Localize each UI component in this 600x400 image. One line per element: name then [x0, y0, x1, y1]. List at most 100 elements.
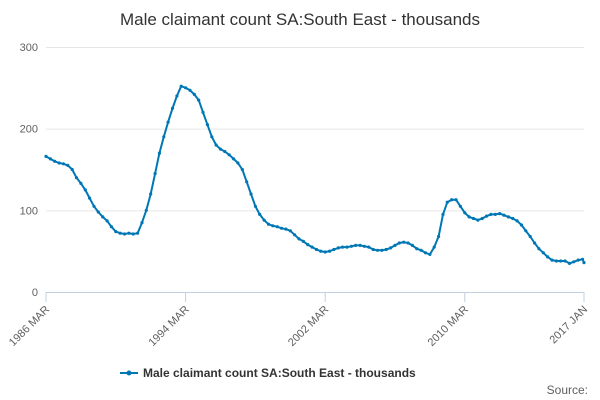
- data-point[interactable]: [288, 229, 292, 233]
- data-point[interactable]: [567, 261, 572, 265]
- data-point[interactable]: [70, 167, 74, 172]
- data-point[interactable]: [136, 231, 140, 235]
- data-point[interactable]: [563, 259, 567, 263]
- data-point[interactable]: [410, 243, 414, 247]
- data-point[interactable]: [131, 232, 135, 236]
- data-point[interactable]: [371, 247, 375, 252]
- data-point[interactable]: [175, 94, 179, 98]
- data-point[interactable]: [275, 225, 279, 229]
- data-point[interactable]: [480, 216, 484, 221]
- data-point[interactable]: [389, 246, 393, 250]
- data-point[interactable]: [463, 211, 467, 215]
- data-point[interactable]: [284, 227, 288, 231]
- data-point[interactable]: [101, 215, 105, 219]
- series-line[interactable]: [45, 85, 585, 265]
- data-point[interactable]: [323, 250, 327, 254]
- data-point[interactable]: [341, 245, 345, 249]
- data-point[interactable]: [349, 244, 353, 248]
- data-point[interactable]: [88, 196, 92, 200]
- data-point[interactable]: [319, 249, 323, 253]
- data-point[interactable]: [74, 176, 79, 180]
- data-point[interactable]: [498, 212, 502, 216]
- data-point[interactable]: [437, 234, 441, 239]
- data-point[interactable]: [258, 212, 262, 216]
- data-point[interactable]: [310, 245, 314, 249]
- data-point[interactable]: [218, 147, 223, 151]
- data-point[interactable]: [493, 212, 497, 216]
- data-point[interactable]: [580, 257, 585, 261]
- data-point[interactable]: [537, 247, 541, 251]
- data-point[interactable]: [327, 249, 332, 253]
- data-point[interactable]: [280, 226, 284, 230]
- data-point[interactable]: [210, 135, 214, 139]
- data-point[interactable]: [402, 240, 406, 244]
- data-point[interactable]: [114, 230, 118, 234]
- legend[interactable]: Male claimant count SA:South East - thou…: [120, 366, 416, 380]
- data-point[interactable]: [314, 247, 319, 252]
- data-point[interactable]: [192, 92, 196, 96]
- data-point[interactable]: [375, 248, 380, 252]
- data-point[interactable]: [253, 204, 257, 208]
- data-point[interactable]: [524, 229, 528, 233]
- data-point[interactable]: [301, 239, 305, 243]
- data-point[interactable]: [467, 215, 471, 219]
- data-point[interactable]: [397, 241, 401, 245]
- data-point[interactable]: [423, 251, 428, 255]
- data-point[interactable]: [582, 261, 586, 265]
- data-point[interactable]: [184, 86, 188, 90]
- data-point[interactable]: [297, 237, 301, 241]
- data-point[interactable]: [485, 214, 489, 218]
- data-point[interactable]: [240, 167, 244, 172]
- data-point[interactable]: [489, 212, 493, 216]
- data-point[interactable]: [415, 247, 419, 251]
- data-point[interactable]: [572, 260, 576, 264]
- data-point[interactable]: [546, 255, 550, 259]
- data-point[interactable]: [166, 120, 170, 124]
- data-point[interactable]: [144, 208, 148, 212]
- data-point[interactable]: [458, 204, 462, 208]
- data-point[interactable]: [201, 110, 205, 114]
- data-point[interactable]: [105, 219, 109, 223]
- data-point[interactable]: [367, 245, 371, 249]
- data-point[interactable]: [332, 247, 336, 252]
- data-point[interactable]: [66, 163, 70, 167]
- data-point[interactable]: [179, 84, 183, 88]
- data-point[interactable]: [393, 243, 397, 247]
- data-point[interactable]: [445, 200, 449, 204]
- data-point[interactable]: [533, 241, 537, 245]
- data-point[interactable]: [266, 222, 271, 226]
- data-point[interactable]: [476, 218, 480, 222]
- data-point[interactable]: [511, 216, 515, 221]
- data-point[interactable]: [419, 248, 423, 252]
- data-point[interactable]: [53, 159, 57, 163]
- data-point[interactable]: [528, 234, 532, 239]
- data-point[interactable]: [118, 231, 122, 235]
- data-point[interactable]: [406, 241, 410, 245]
- source-credit[interactable]: Source:: [547, 383, 588, 397]
- data-point[interactable]: [162, 135, 166, 139]
- data-point[interactable]: [428, 252, 432, 256]
- data-point[interactable]: [354, 243, 358, 247]
- data-point[interactable]: [83, 188, 87, 192]
- data-point[interactable]: [153, 172, 157, 176]
- data-point[interactable]: [157, 151, 161, 155]
- data-point[interactable]: [223, 149, 227, 154]
- data-point[interactable]: [149, 192, 153, 196]
- data-point[interactable]: [205, 123, 209, 127]
- data-point[interactable]: [109, 225, 113, 229]
- data-point[interactable]: [245, 180, 249, 184]
- data-point[interactable]: [271, 224, 275, 228]
- data-point[interactable]: [293, 233, 297, 237]
- data-point[interactable]: [44, 154, 48, 158]
- data-point[interactable]: [471, 216, 476, 221]
- data-point[interactable]: [197, 98, 201, 102]
- data-point[interactable]: [140, 221, 144, 225]
- data-point[interactable]: [550, 258, 554, 262]
- data-point[interactable]: [92, 204, 96, 208]
- data-point[interactable]: [506, 215, 510, 219]
- data-point[interactable]: [249, 192, 253, 196]
- data-point[interactable]: [188, 88, 192, 92]
- data-point[interactable]: [502, 213, 506, 217]
- data-point[interactable]: [576, 258, 580, 262]
- data-point[interactable]: [122, 232, 127, 236]
